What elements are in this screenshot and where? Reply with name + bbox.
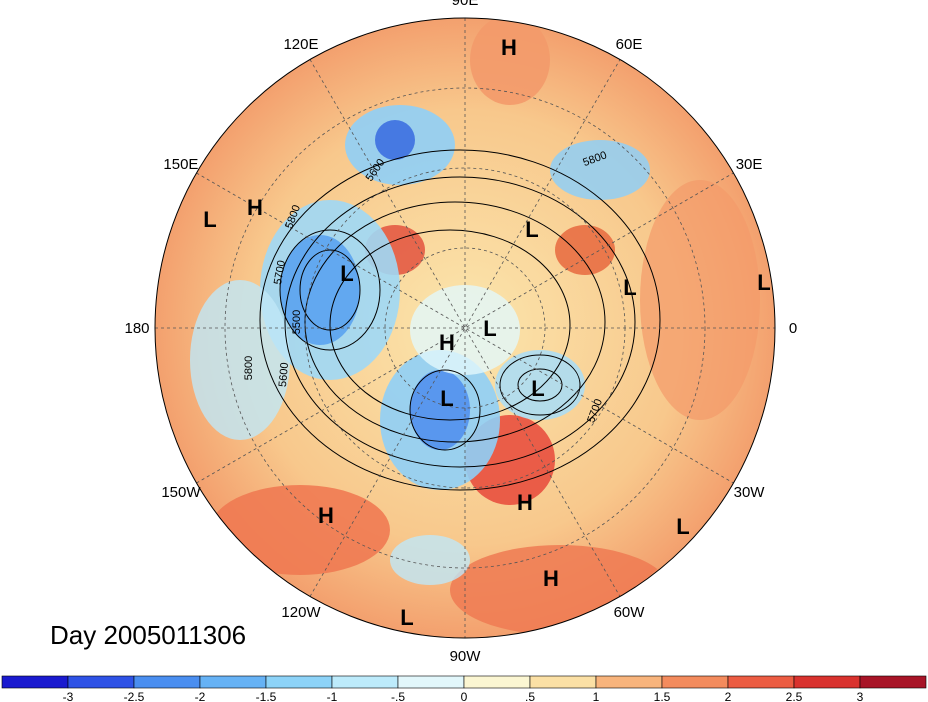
low-pressure-marker: L xyxy=(525,217,538,242)
meridian-label: 90E xyxy=(452,0,479,9)
colorbar-tick-label: .5 xyxy=(525,690,535,702)
pressure-centers: H H L L L L L L H L L H H L H L xyxy=(203,35,770,630)
low-pressure-marker: L xyxy=(757,270,770,295)
colorbar-tick-label: 2.5 xyxy=(786,690,803,702)
low-pressure-marker: L xyxy=(203,207,216,232)
colorbar-tick-label: -2 xyxy=(195,690,206,702)
colorbar-tick-label: -.5 xyxy=(391,690,405,702)
colorbar-swatch xyxy=(463,675,531,689)
colorbar-swatch xyxy=(397,675,465,689)
colorbar: -3 -2.5 -2 -1.5 -1 -.5 0 .5 1 1.5 2 2.5 3 xyxy=(1,675,927,702)
day-label: Day 2005011306 xyxy=(50,620,247,650)
meridian-label: 150W xyxy=(161,484,201,501)
colorbar-swatch xyxy=(199,675,267,689)
colorbar-swatch xyxy=(859,675,927,689)
colorbar-tick-label: -1.5 xyxy=(256,690,277,702)
low-pressure-marker: L xyxy=(676,514,689,539)
meridian-labels: 90E 60E 30E 0 30W 60W 90W 120W 150W 180 150E 120E xyxy=(124,0,797,665)
low-pressure-marker: L xyxy=(531,376,544,401)
height-contours xyxy=(259,149,661,491)
high-pressure-marker: H xyxy=(501,35,517,60)
low-pressure-marker: L xyxy=(340,261,353,286)
colorbar-tick-label: -1 xyxy=(327,690,338,702)
contour-label: 5500 xyxy=(291,310,303,334)
meridian-label: 60E xyxy=(616,36,643,53)
colorbar-swatch xyxy=(265,675,333,689)
high-pressure-marker: H xyxy=(543,566,559,591)
low-pressure-marker: L xyxy=(400,605,413,630)
meridian-label: 30W xyxy=(734,484,766,501)
meridian-label: 60W xyxy=(614,604,646,621)
meridian-label: 180 xyxy=(124,320,149,337)
meridian-label: 120E xyxy=(283,36,318,53)
anomaly-field xyxy=(155,18,775,638)
colorbar-tick-label: 1.5 xyxy=(654,690,671,702)
colorbar-swatch xyxy=(67,675,135,689)
contour-label: 5800 xyxy=(243,356,255,380)
colorbar-swatch xyxy=(793,675,861,689)
colorbar-swatch xyxy=(727,675,795,689)
meridian-label: 30E xyxy=(736,156,763,173)
colorbar-swatch xyxy=(1,675,69,689)
colorbar-swatch xyxy=(331,675,399,689)
colorbar-tick-label: 1 xyxy=(593,690,600,702)
colorbar-tick-label: 2 xyxy=(725,690,732,702)
contour-label: 5600 xyxy=(277,362,291,387)
map-border xyxy=(154,17,776,639)
graticule xyxy=(155,18,775,638)
high-pressure-marker: H xyxy=(247,195,263,220)
low-pressure-marker: L xyxy=(483,316,496,341)
low-pressure-marker: L xyxy=(440,386,453,411)
meridian-label: 150E xyxy=(163,156,198,173)
contour-label: 5700 xyxy=(272,259,288,285)
colorbar-tick-label: 0 xyxy=(461,690,468,702)
high-pressure-marker: H xyxy=(439,330,455,355)
colorbar-swatch xyxy=(661,675,729,689)
colorbar-swatch xyxy=(595,675,663,689)
meridian-label: 90W xyxy=(450,648,482,665)
high-pressure-marker: H xyxy=(517,490,533,515)
colorbar-tick-label: -3 xyxy=(63,690,74,702)
colorbar-tick-label: 3 xyxy=(857,690,864,702)
colorbar-tick-label: -2.5 xyxy=(124,690,145,702)
high-pressure-marker: H xyxy=(318,503,334,528)
meridian-label: 0 xyxy=(789,320,797,337)
meridian-label: 120W xyxy=(281,604,321,621)
colorbar-swatch xyxy=(529,675,597,689)
colorbar-swatch xyxy=(133,675,201,689)
low-pressure-marker: L xyxy=(623,275,636,300)
